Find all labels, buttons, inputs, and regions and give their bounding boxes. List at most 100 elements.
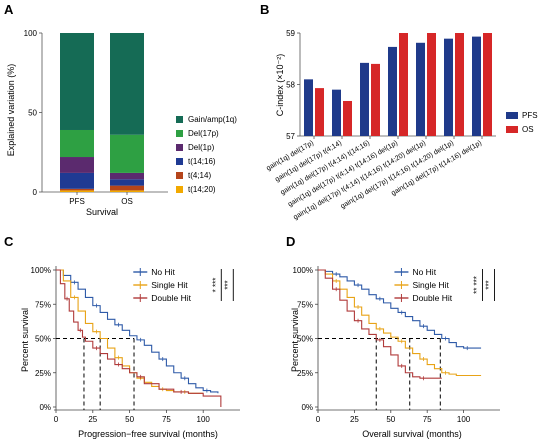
survival-curve (318, 269, 442, 379)
panel-c-ylabel: Percent survival (20, 308, 30, 372)
legend-label: OS (522, 125, 534, 134)
bar (360, 62, 369, 137)
bar-segment (110, 33, 144, 135)
panel-a-ylabel: Explained variation (%) (6, 64, 16, 157)
legend-label: Single Hit (412, 280, 449, 290)
x-tick-label: 75 (162, 415, 171, 424)
bar-segment (110, 185, 144, 191)
sig-label: *** (484, 280, 493, 289)
legend-label: No Hit (151, 267, 175, 277)
legend-label: t(14;16) (188, 157, 216, 166)
survival-curve (318, 269, 482, 349)
bar-segment (60, 188, 94, 191)
legend-swatch (176, 116, 183, 123)
panel-d-ylabel: Percent survival (290, 308, 300, 372)
panel-b-legend: PFS OS (506, 111, 538, 134)
panel-label-b: B (260, 2, 269, 17)
legend-label: t(14;20) (188, 185, 216, 194)
survival-curve (56, 269, 222, 407)
bar-segment (60, 129, 94, 158)
y-tick-label: 50 (28, 109, 37, 118)
bar (399, 33, 408, 136)
x-tick-label: 50 (125, 415, 134, 424)
bar (472, 36, 481, 137)
panel-a-xlabel: Survival (86, 207, 118, 217)
y-tick-label: 0 (33, 188, 38, 197)
x-tick-label: 75 (423, 415, 432, 424)
panel-a: A 0 50 100 PFS OS Explained variation (%) Su… (4, 2, 237, 217)
sig-label: *** (223, 280, 232, 289)
y-tick-label: 100% (293, 266, 313, 275)
legend-swatch (506, 112, 518, 119)
panel-b-ylabel: C-index (×10⁻²) (275, 54, 285, 117)
legend-swatch (176, 172, 183, 179)
x-tick-label: 50 (386, 415, 395, 424)
y-tick-label: 58 (286, 81, 295, 90)
x-tick-label: 25 (350, 415, 359, 424)
survival-curve (56, 269, 219, 394)
legend-label: t(4;14) (188, 171, 211, 180)
survival-curve (318, 269, 482, 377)
panel-d-xlabel: Overall survival (months) (362, 429, 462, 439)
bar (416, 42, 425, 136)
survival-curve (56, 269, 204, 394)
y-tick-label: 75% (35, 300, 51, 309)
legend-label: Del(1p) (188, 143, 215, 152)
km-chart-pfs: 0% 25% 50% 75% 100% 0 25 50 75 100 No Hit Single Hi… (31, 266, 240, 424)
legend-swatch (176, 158, 183, 165)
legend-label: Double Hit (151, 293, 191, 303)
legend-swatch (176, 144, 183, 151)
bar (371, 63, 380, 136)
bar (444, 38, 453, 136)
legend-label: Single Hit (151, 280, 188, 290)
legend-label: Gain/amp(1q) (188, 115, 237, 124)
legend-swatch (176, 130, 183, 137)
stacked-bar-chart: 0 50 100 PFS OS (24, 29, 168, 206)
bar-segment (110, 179, 144, 186)
bar-segment (110, 190, 144, 192)
legend-label: Double Hit (412, 293, 452, 303)
legend-label: Del(17p) (188, 129, 219, 138)
y-tick-label: 75% (297, 300, 313, 309)
y-tick-label: 0% (39, 403, 51, 412)
legend-label: PFS (522, 111, 538, 120)
y-tick-label: 59 (286, 29, 295, 38)
panel-label-c: C (4, 234, 14, 249)
bar (455, 33, 464, 136)
y-tick-label: 50% (35, 335, 51, 344)
y-tick-label: 100% (31, 266, 51, 275)
bar (304, 79, 313, 136)
legend-swatch (176, 186, 183, 193)
bar (332, 89, 341, 136)
bar (427, 33, 436, 136)
x-tick-label: 25 (88, 415, 97, 424)
km-chart-os: 0% 25% 50% 75% 100% 0 25 50 75 100 No Hit Single Hi… (293, 266, 500, 424)
bar-segment (60, 33, 94, 130)
legend-label: No Hit (412, 267, 436, 277)
y-tick-label: 100 (24, 29, 38, 38)
y-tick-label: 25% (297, 369, 313, 378)
x-tick-label: 100 (197, 415, 211, 424)
x-tick-label: 0 (316, 415, 321, 424)
bar-segment (60, 157, 94, 173)
bar (343, 100, 352, 136)
panel-c: C 0% 25% 50% 75% 100% 0 25 50 75 100 No Hit Single … (4, 234, 240, 439)
bar-segment (110, 134, 144, 173)
y-tick-label: 0% (301, 403, 313, 412)
panel-label-d: D (286, 234, 295, 249)
x-tick-label: OS (121, 197, 133, 206)
panel-label-a: A (4, 2, 14, 17)
y-tick-label: 25% (35, 369, 51, 378)
bar (315, 88, 324, 136)
sig-label: * *** (211, 278, 220, 293)
bar-segment (110, 172, 144, 180)
panel-d: D 0% 25% 50% 75% 100% 0 25 50 75 100 No Hit Single … (286, 234, 500, 439)
y-tick-label: 50% (297, 335, 313, 344)
bar (388, 46, 397, 136)
x-tick-label: 0 (54, 415, 59, 424)
x-tick-label: PFS (69, 197, 85, 206)
x-tick-label: 100 (457, 415, 471, 424)
